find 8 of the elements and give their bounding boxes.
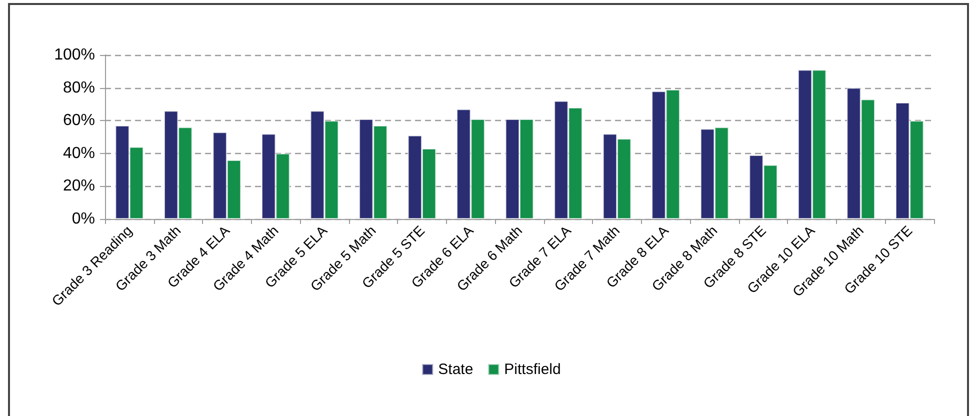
- y-tick-label: 80%: [62, 79, 95, 96]
- y-tick-label: 0%: [72, 210, 95, 228]
- legend-label: Pittsfield: [504, 361, 561, 378]
- legend-label: State: [438, 361, 474, 378]
- y-tick-label: 20%: [62, 178, 95, 195]
- y-tick-label: 60%: [62, 112, 95, 130]
- y-tick-label: 100%: [54, 46, 95, 64]
- y-tick-label: 40%: [62, 144, 95, 162]
